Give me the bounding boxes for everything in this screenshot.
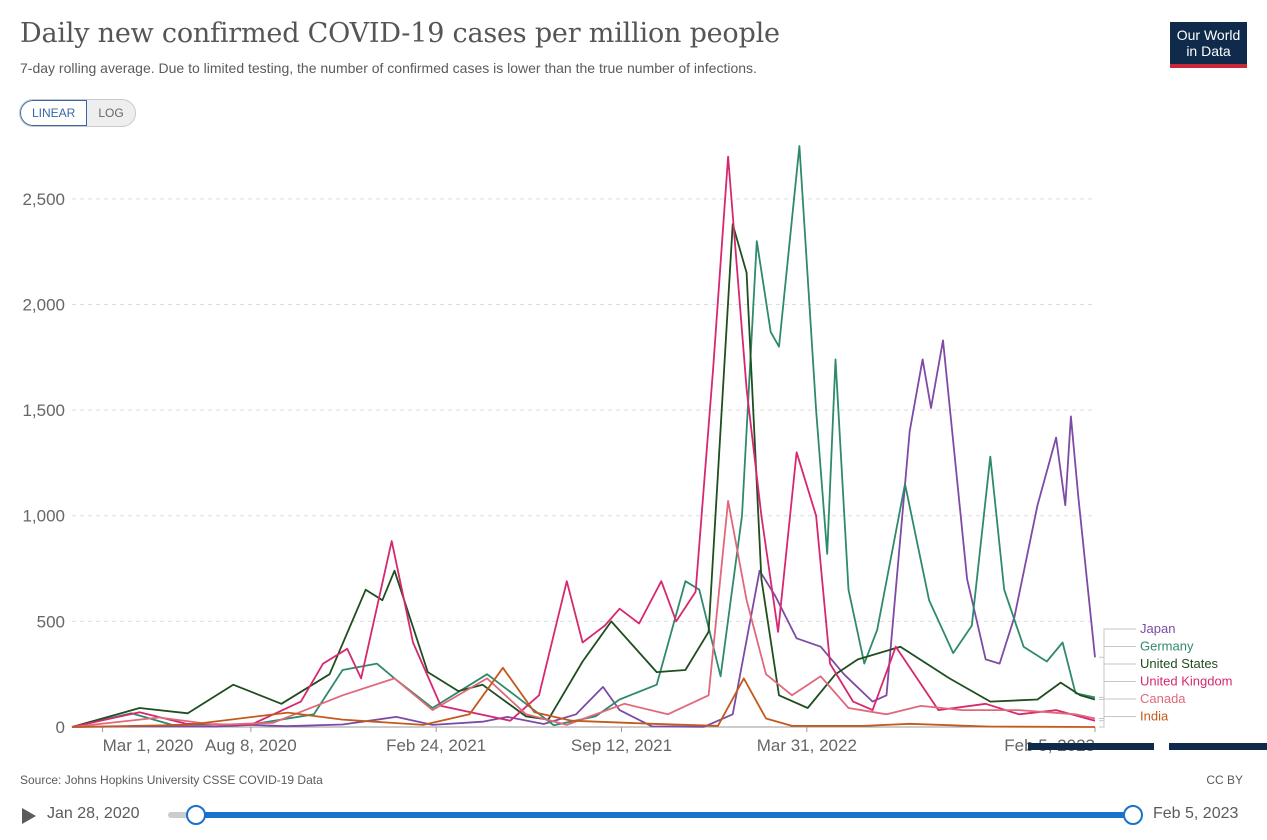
legend-label-united-kingdom[interactable]: United Kingdom xyxy=(1140,674,1233,689)
legend-label-canada[interactable]: Canada xyxy=(1140,691,1186,706)
legend-label-germany[interactable]: Germany xyxy=(1140,639,1194,654)
x-axis-ticks: Mar 1, 2020 Aug 8, 2020 Feb 24, 2021 Sep 12… xyxy=(102,727,1096,755)
logo-line-1: Our World xyxy=(1176,27,1241,43)
scale-toggle: LINEAR LOG xyxy=(19,99,136,127)
y-tick-label: 1,500 xyxy=(22,401,65,420)
play-icon[interactable] xyxy=(22,808,36,824)
series-line-germany[interactable] xyxy=(71,145,1096,728)
line-chart[interactable]: 0 500 1,000 1,500 2,000 2,500 Mar 1, 2020 Aug … xyxy=(0,0,1267,800)
license-label[interactable]: CC BY xyxy=(1206,773,1243,787)
x-tick-label: Sep 12, 2021 xyxy=(571,736,672,755)
timeline-track[interactable] xyxy=(195,812,1133,818)
chart-subtitle: 7-day rolling average. Due to limited te… xyxy=(20,60,757,76)
legend-connector xyxy=(1099,646,1136,698)
timeline-end-label: Feb 5, 2023 xyxy=(1153,805,1239,822)
y-tick-label: 0 xyxy=(56,718,65,737)
series-line-japan[interactable] xyxy=(71,339,1096,728)
legend-connector xyxy=(1099,628,1136,658)
timeline-start-label: Jan 28, 2020 xyxy=(47,805,140,822)
legend-connector xyxy=(1099,716,1136,728)
legend-connector xyxy=(1099,698,1136,719)
timeline-end-handle[interactable] xyxy=(1123,805,1143,825)
logo-line-2: in Data xyxy=(1186,43,1231,59)
series-line-united-states[interactable] xyxy=(71,223,1096,728)
x-tick-label: Mar 1, 2020 xyxy=(103,736,194,755)
source-note[interactable]: Source: Johns Hopkins University CSSE CO… xyxy=(20,773,323,787)
overlay-tab-left xyxy=(1028,743,1154,750)
y-tick-label: 2,500 xyxy=(22,190,65,209)
legend-connector xyxy=(1099,681,1136,722)
chart-title: Daily new confirmed COVID-19 cases per m… xyxy=(20,18,780,49)
overlay-tab-right xyxy=(1169,743,1267,750)
series-line-india[interactable] xyxy=(71,666,1096,728)
y-tick-label: 500 xyxy=(37,612,65,631)
timeline-start-handle[interactable] xyxy=(186,805,206,825)
timeline-track-inactive xyxy=(168,812,196,818)
owid-logo[interactable]: Our World in Data xyxy=(1170,22,1247,68)
series-line-united-kingdom[interactable] xyxy=(71,155,1096,728)
y-tick-label: 2,000 xyxy=(22,295,65,314)
log-scale-button[interactable]: LOG xyxy=(98,106,124,120)
gridlines xyxy=(72,198,1095,728)
legend-label-japan[interactable]: Japan xyxy=(1140,621,1175,636)
x-tick-label: Feb 24, 2021 xyxy=(386,736,486,755)
y-tick-label: 1,000 xyxy=(22,507,65,526)
y-axis-ticks: 0 500 1,000 1,500 2,000 2,500 xyxy=(22,190,65,737)
linear-scale-button[interactable]: LINEAR xyxy=(20,100,88,126)
x-tick-label: Aug 8, 2020 xyxy=(205,736,297,755)
legend-label-india[interactable]: India xyxy=(1140,709,1169,724)
legend-label-united-states[interactable]: United States xyxy=(1140,656,1219,671)
legend: Japan Germany United States United Kingdom C… xyxy=(1099,621,1233,728)
series-lines xyxy=(71,145,1096,728)
series-line-canada[interactable] xyxy=(71,500,1096,728)
x-tick-label: Mar 31, 2022 xyxy=(757,736,857,755)
